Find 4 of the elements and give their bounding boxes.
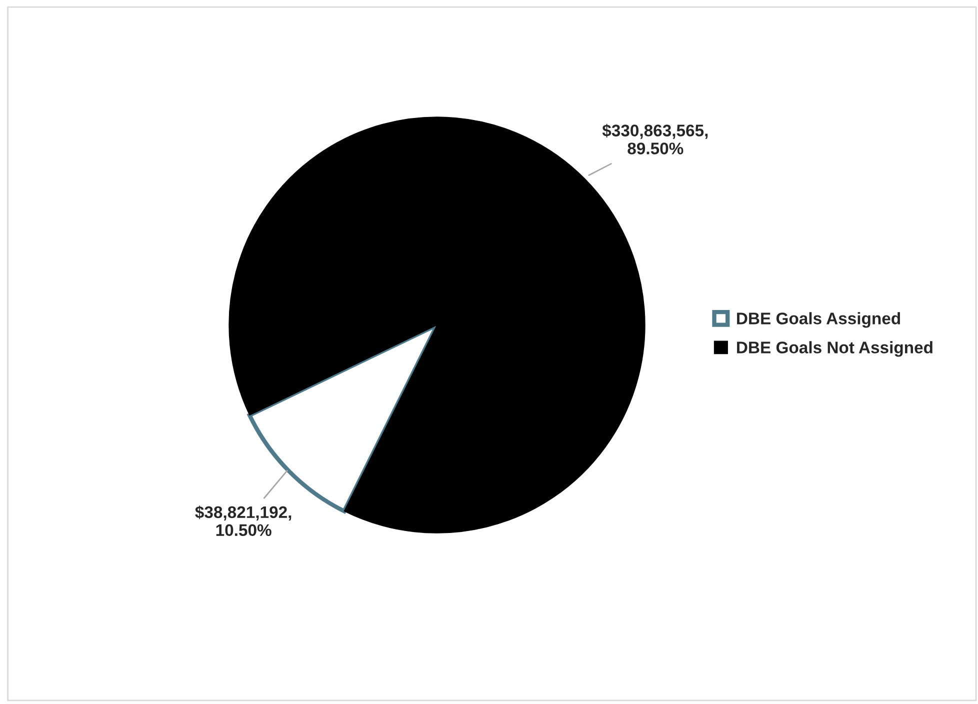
legend-label: DBE Goals Assigned (737, 312, 900, 328)
legend-label: DBE Goals Not Assigned (737, 341, 932, 357)
data-label: $38,821,192, 10.50% (195, 506, 292, 536)
data-label: $330,863,565, 89.50% (602, 124, 708, 154)
